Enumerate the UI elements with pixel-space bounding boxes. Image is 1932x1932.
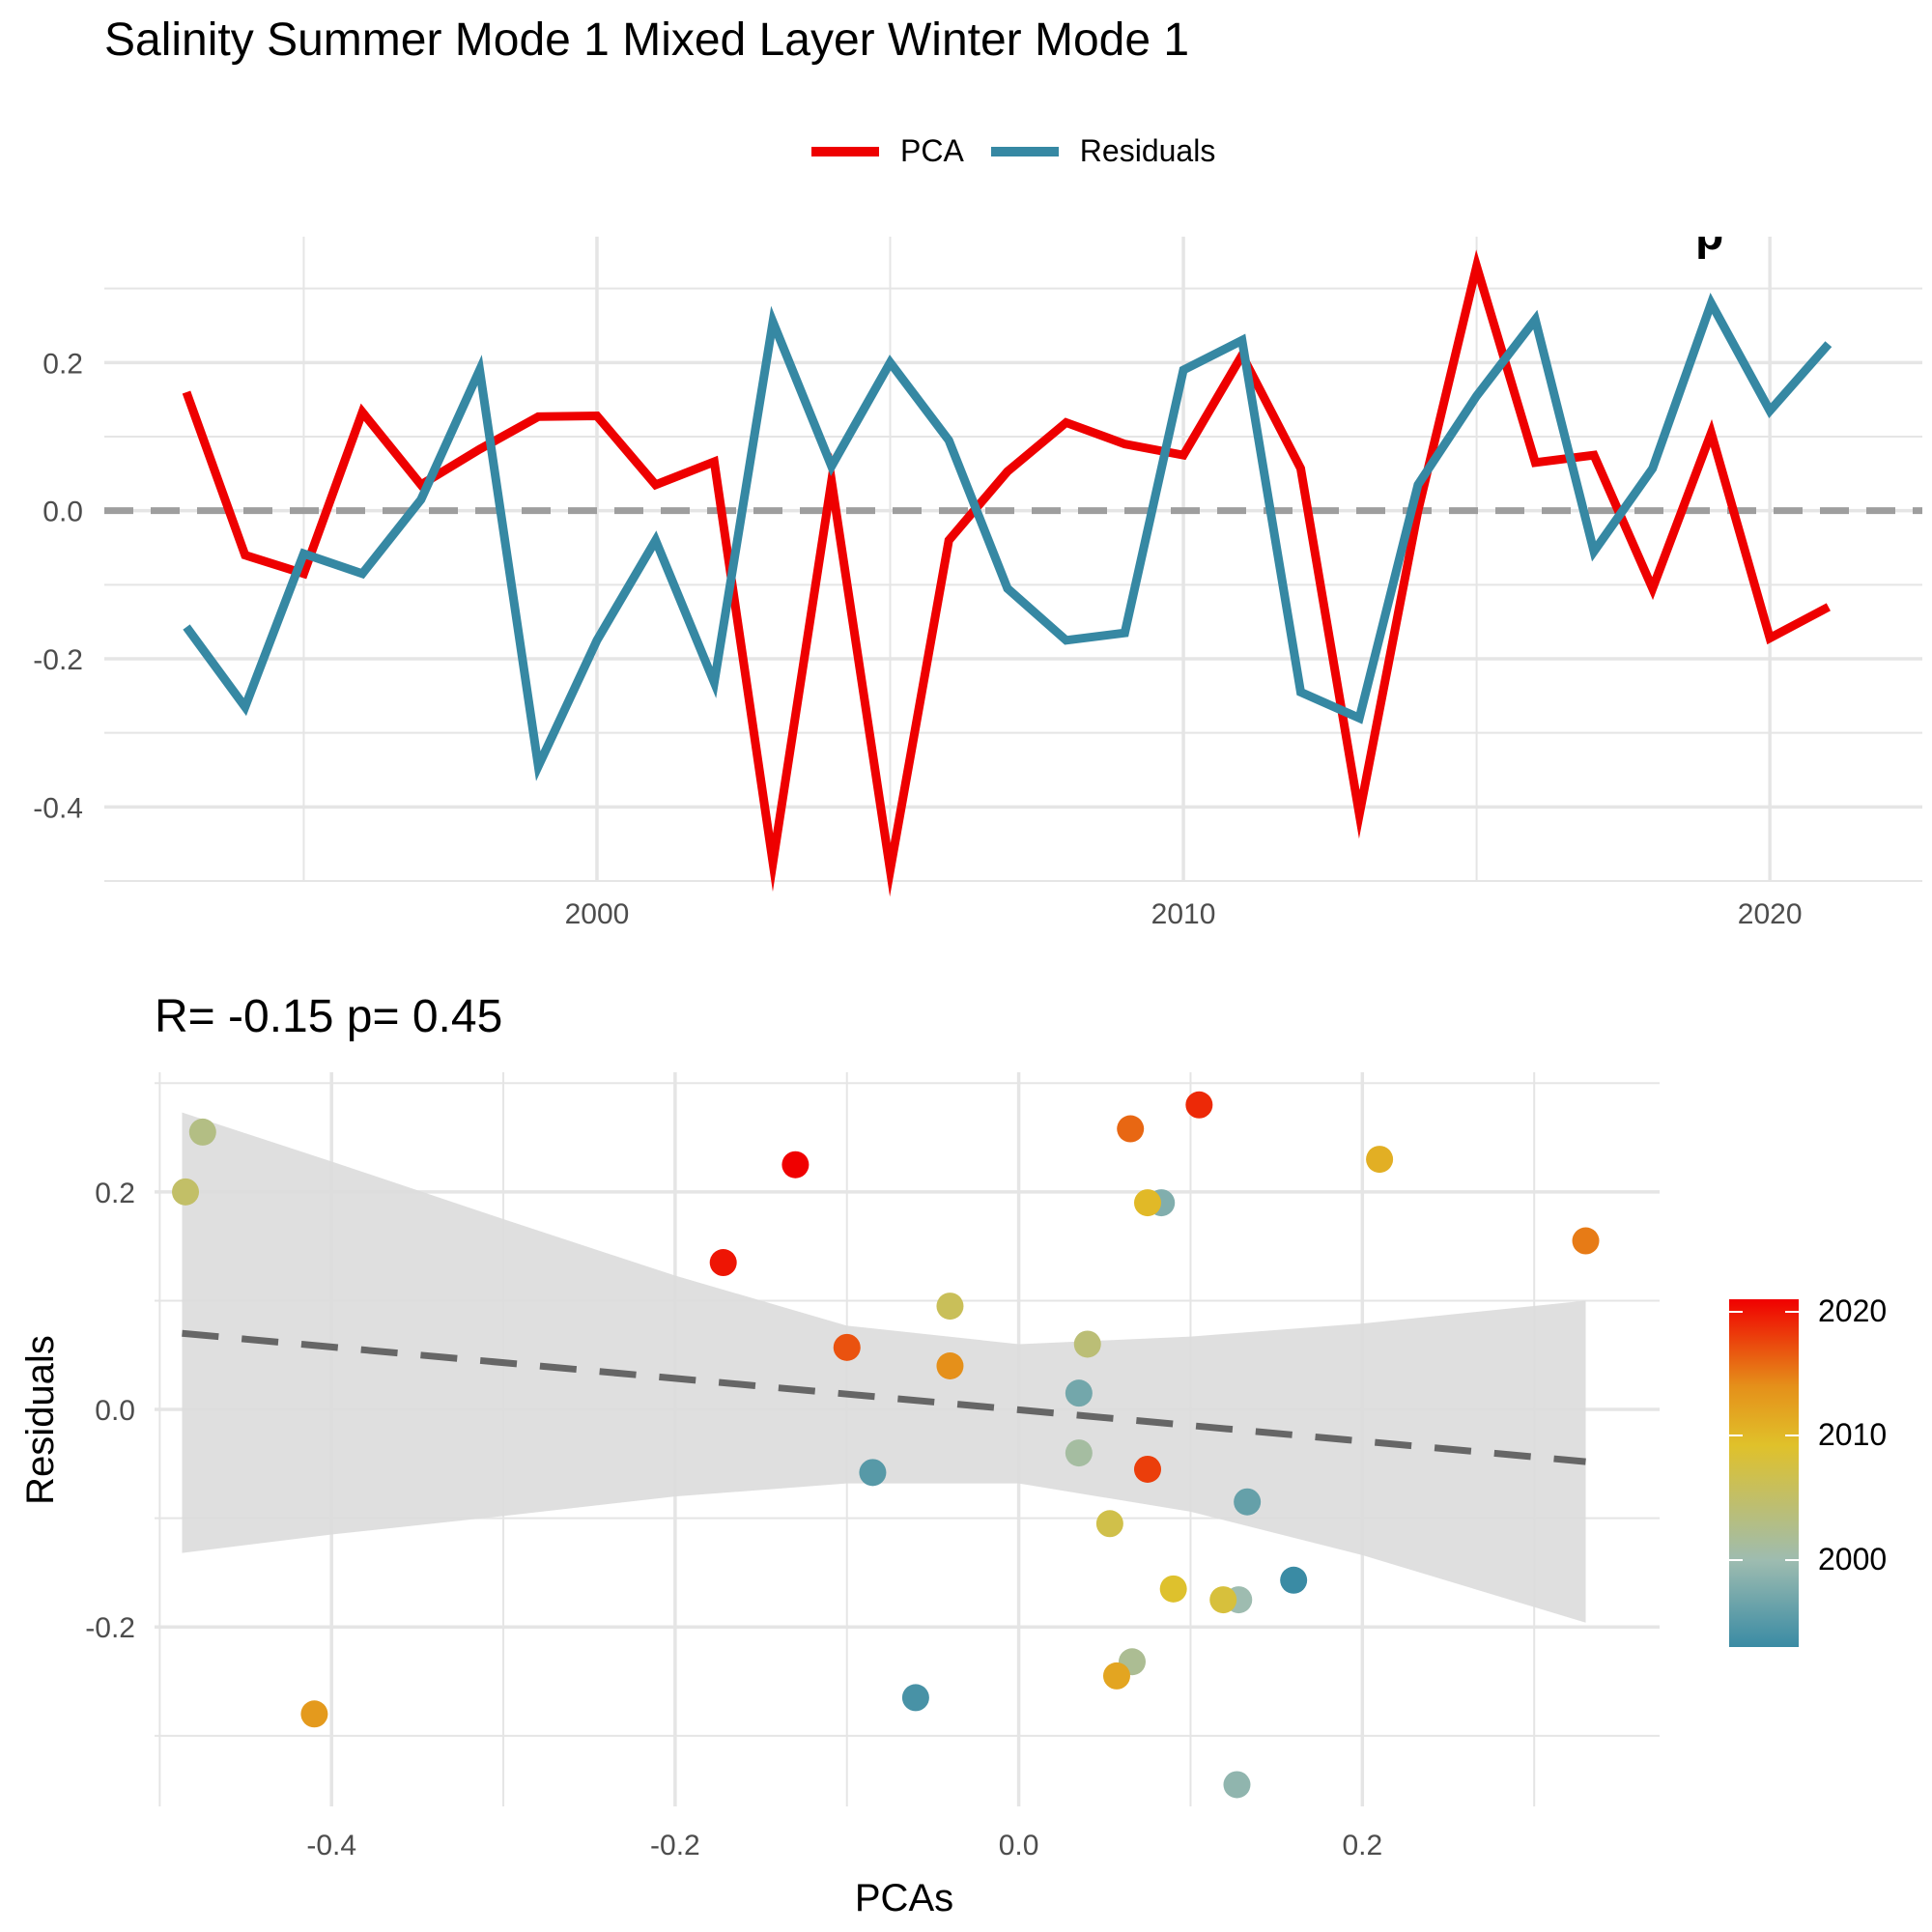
year-colorbar <box>1729 1299 1799 1647</box>
y-tick-label: -0.2 <box>85 1612 135 1644</box>
x-tick-label: 2010 <box>1151 898 1216 930</box>
legend-item-residuals: Residuals <box>990 133 1216 169</box>
scatter-panel: -0.4 -0.2 0.0 0.2 -0.2 0.0 0.2 R= -0.15 p= 0.45… <box>19 991 1660 1919</box>
colorbar-tick <box>1785 1310 1799 1313</box>
scatter-point <box>781 1151 810 1179</box>
scatter-point <box>1095 1510 1123 1538</box>
scatter-point <box>1366 1146 1394 1174</box>
colorbar-tick-label: 2020 <box>1818 1293 1888 1328</box>
colorbar-tick-label: 2000 <box>1818 1542 1888 1577</box>
x-tick-label: 0.0 <box>999 1830 1039 1861</box>
series-line-pca <box>182 249 1831 897</box>
x-tick-label: -0.2 <box>650 1830 700 1861</box>
figure-title: Salinity Summer Mode 1 Mixed Layer Winte… <box>104 14 1190 66</box>
scatter-point <box>901 1684 929 1712</box>
y-tick-label: 0.2 <box>95 1178 135 1209</box>
confidence-band <box>182 1112 1586 1623</box>
legend-swatch-pca <box>811 146 879 156</box>
legend-item-pca: PCA <box>811 133 964 169</box>
legend-label-residuals: Residuals <box>1079 133 1216 168</box>
y-tick-label: -0.4 <box>33 792 83 824</box>
scatter-point <box>859 1459 887 1487</box>
y-tick-label: 0.2 <box>43 348 83 380</box>
scatter-point <box>936 1352 964 1379</box>
x-tick-label: 0.2 <box>1342 1830 1382 1861</box>
scatter-point <box>1073 1330 1101 1358</box>
y-tick-label: 0.0 <box>95 1395 135 1427</box>
colorbar-tick <box>1785 1559 1799 1561</box>
colorbar-tick <box>1729 1559 1743 1561</box>
scatter-point <box>709 1249 737 1277</box>
scatter-point <box>936 1293 964 1321</box>
regression-fit-line <box>182 1329 1586 1465</box>
colorbar-tick <box>1729 1435 1743 1437</box>
y-tick-label: -0.2 <box>33 644 83 676</box>
scatter-point <box>1133 1455 1161 1483</box>
scatter-point <box>1280 1566 1308 1594</box>
y-tick-label: 0.0 <box>43 497 83 528</box>
colorbar-tick-label: 2010 <box>1818 1417 1888 1453</box>
x-tick-label: 2020 <box>1738 898 1803 930</box>
y-axis-title: Residuals <box>19 1335 62 1505</box>
timeseries-panel: 2000 2010 2020 -0.4 -0.2 0.0 0.2 p <box>33 209 1922 930</box>
legend: PCA Residuals <box>811 133 1242 169</box>
colorbar-tick <box>1729 1310 1743 1313</box>
scatter-point <box>1065 1439 1093 1467</box>
scatter-point <box>1209 1586 1237 1614</box>
x-tick-label: -0.4 <box>306 1830 356 1861</box>
x-axis-title: PCAs <box>855 1877 953 1919</box>
colorbar-tick <box>1785 1435 1799 1437</box>
scatter-point <box>188 1118 216 1146</box>
scatter-point <box>1159 1575 1187 1603</box>
x-tick-label: 2000 <box>565 898 630 930</box>
scatter-point <box>1234 1488 1262 1516</box>
scatter-point <box>1133 1189 1161 1217</box>
scatter-point <box>1065 1379 1093 1407</box>
clipped-annotation: p <box>1695 209 1723 260</box>
scatter-point <box>1102 1662 1130 1690</box>
series-line-residuals <box>183 293 1833 781</box>
scatter-point <box>1185 1091 1213 1119</box>
scatter-point <box>833 1333 861 1361</box>
scatter-point <box>172 1178 200 1206</box>
scatter-point <box>1117 1115 1145 1143</box>
legend-swatch-residuals <box>990 146 1059 156</box>
scatter-point <box>1223 1771 1251 1799</box>
scatter-point <box>1572 1227 1600 1255</box>
legend-label-pca: PCA <box>900 133 964 168</box>
correlation-annotation: R= -0.15 p= 0.45 <box>155 991 502 1042</box>
scatter-point <box>300 1700 328 1728</box>
